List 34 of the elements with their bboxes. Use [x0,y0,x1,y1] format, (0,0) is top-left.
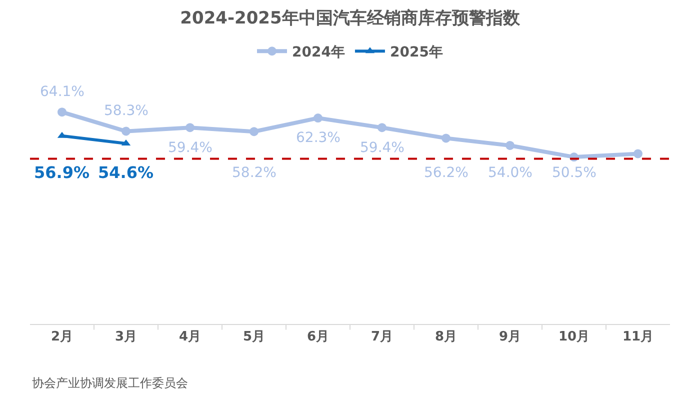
legend-label: 2025年 [390,44,443,61]
x-tick-label: 2月 [50,330,74,345]
data-label: 59.4% [360,140,404,156]
text: 协会产业协调发展工作委员会 [32,376,188,390]
chart-title: 2024-2025年中国汽车经销商库存预警指数 [180,8,521,29]
point [314,114,322,123]
data-label: 50.5% [552,165,596,181]
x-tick-label: 9月 [498,330,522,345]
x-tick-label: 7月 [370,330,394,345]
data-label: 54.0% [488,165,532,181]
legend-label: 2024年 [292,44,345,61]
x-tick-label: 3月 [114,330,138,345]
x-tick-label: 11月 [622,330,654,345]
data-label: 64.1% [40,84,84,100]
data-label: 56.2% [424,165,468,181]
x-tick-label: 5月 [242,330,266,345]
point [58,108,66,117]
x-tick-label: 10月 [558,330,590,345]
x-tick-label: 4月 [178,330,202,345]
point [442,134,450,143]
data-label: 62.3% [296,130,340,146]
data-label: 58.2% [232,165,276,181]
x-tick-label: 6月 [306,330,330,345]
point [378,123,386,132]
data-label: 58.3% [104,103,148,119]
data-label: 54.6% [98,163,154,182]
point [634,149,642,158]
point [250,127,258,136]
data-label: 59.4% [168,140,212,156]
point [122,126,130,136]
data-label: 56.9% [34,163,90,182]
point [186,123,194,132]
point [506,140,514,150]
x-tick-label: 8月 [434,330,458,345]
